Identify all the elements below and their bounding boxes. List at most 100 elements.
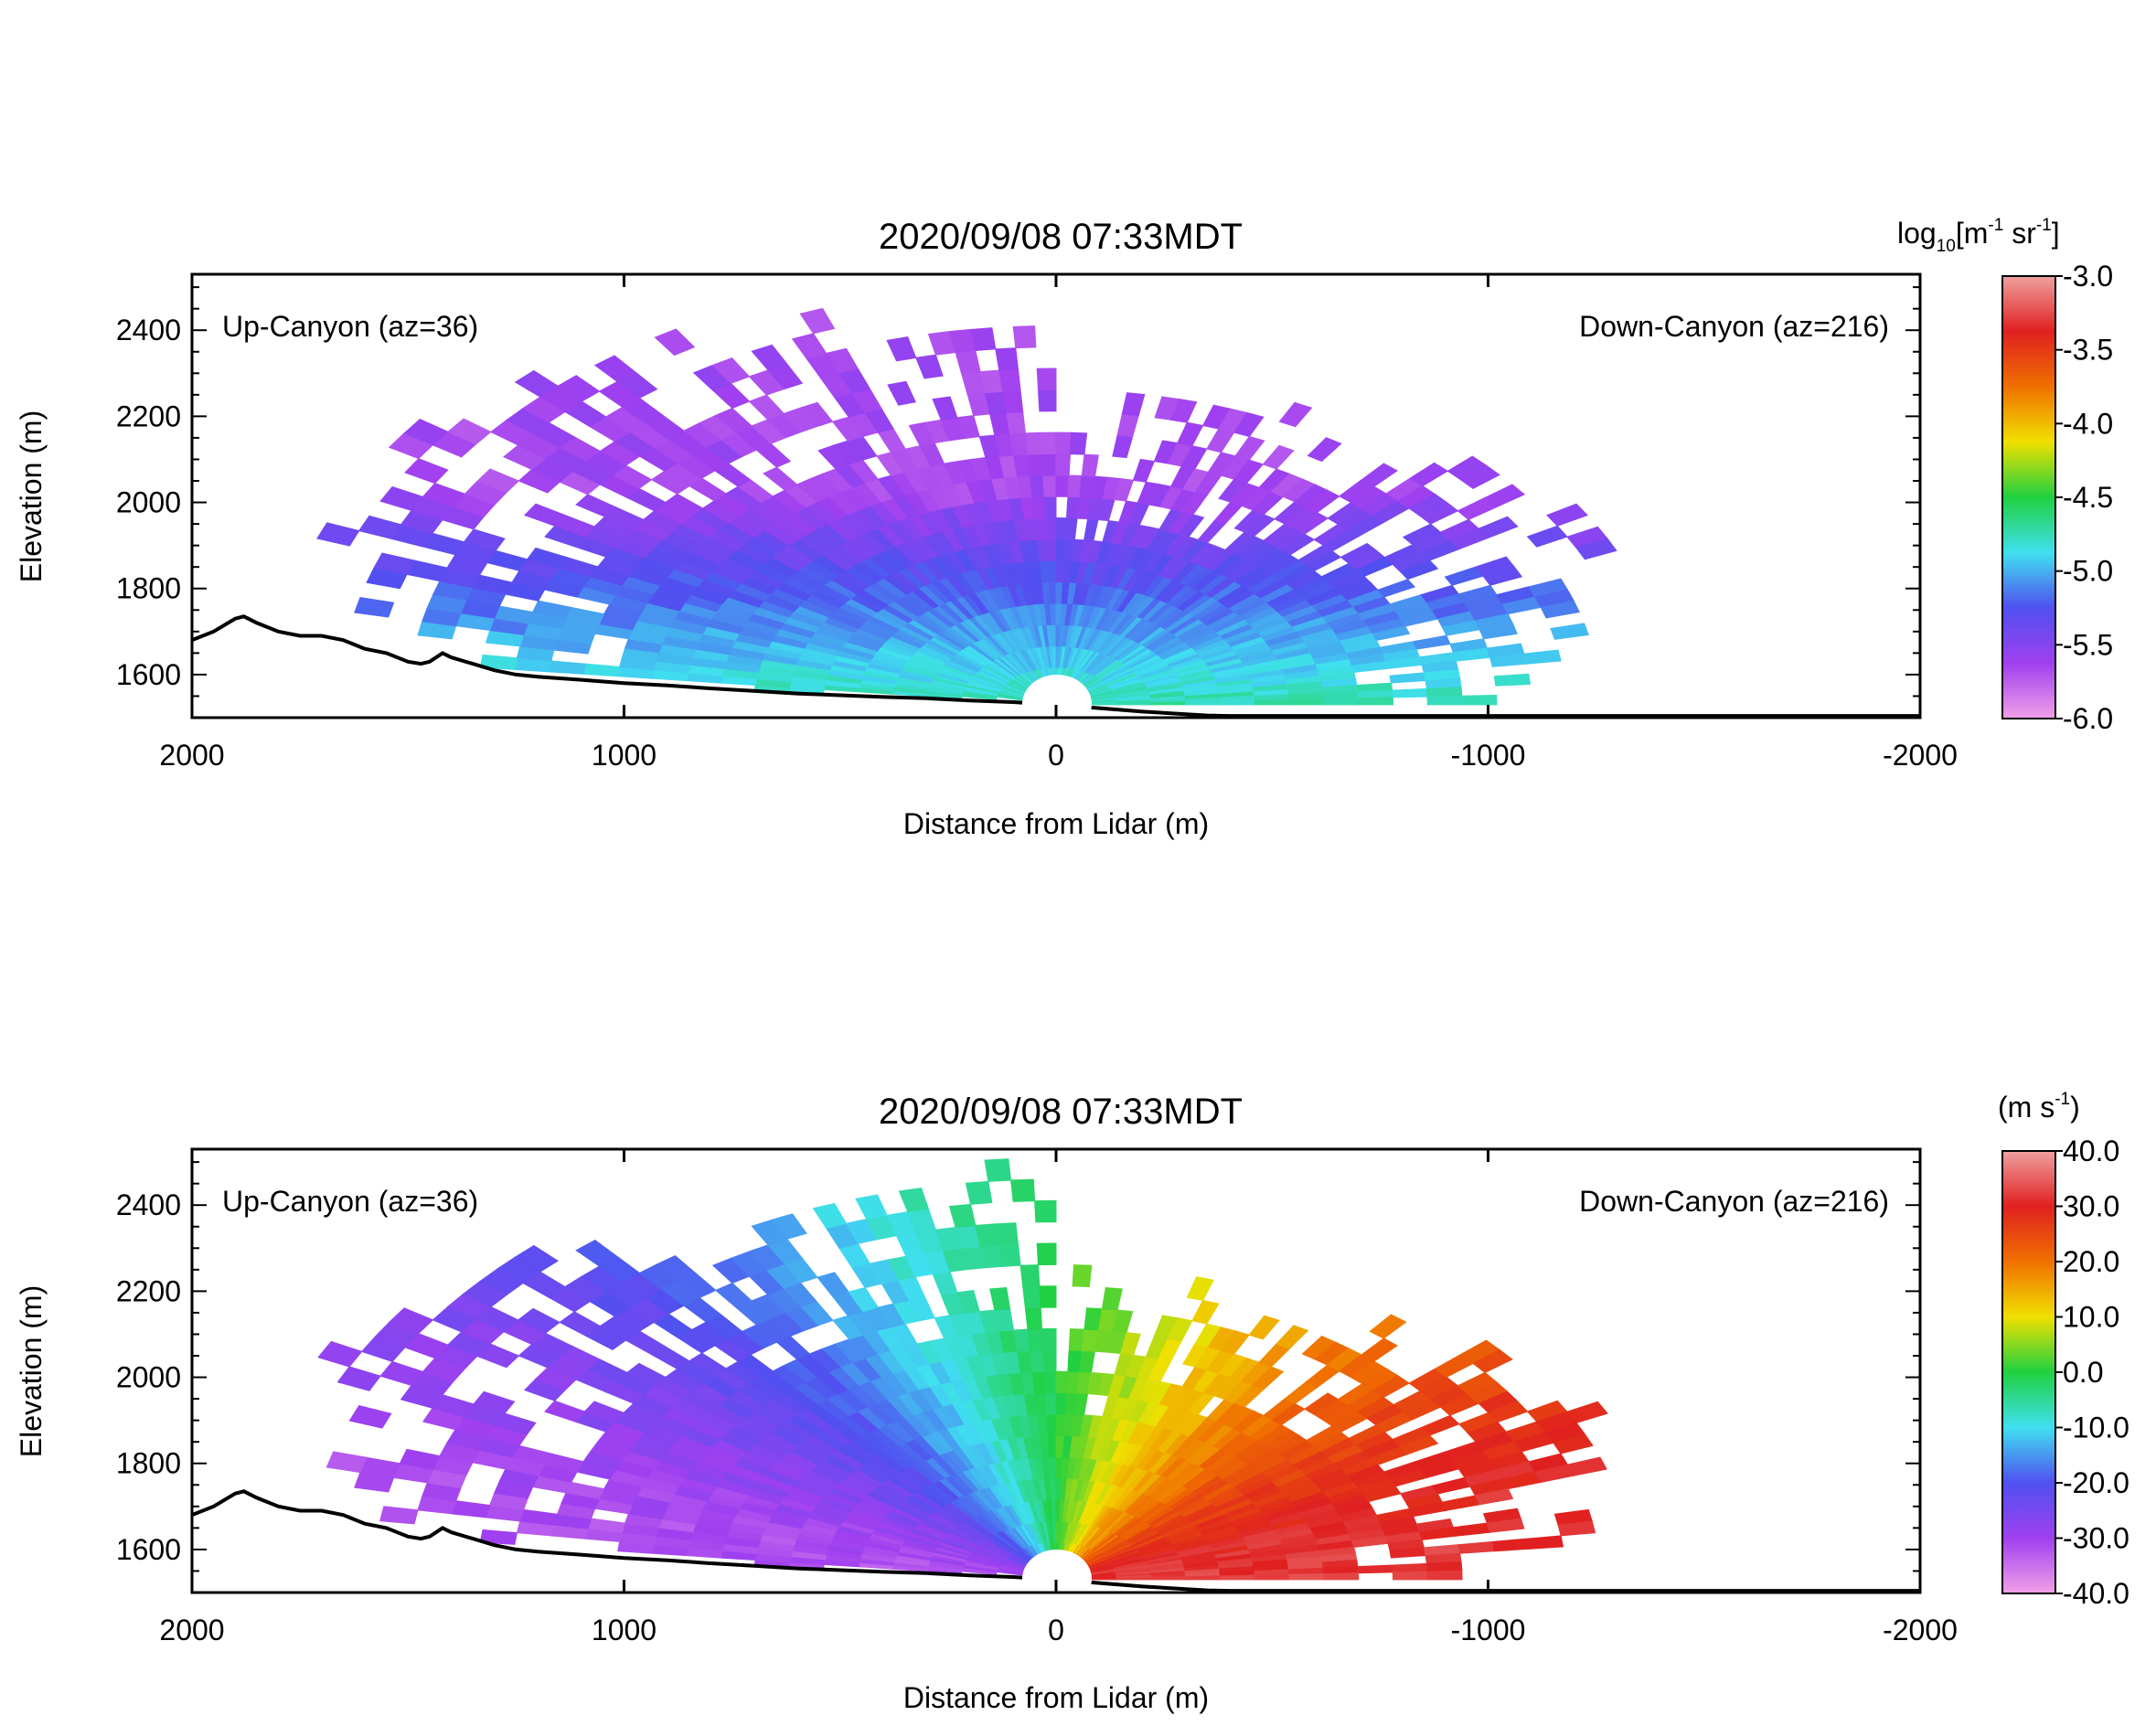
field-cell (1357, 1564, 1393, 1574)
field-cell (316, 522, 360, 547)
field-cell (1051, 1498, 1057, 1522)
field-cell (1043, 495, 1057, 519)
colorbar-body (2001, 1150, 2056, 1594)
field-cell (1112, 434, 1134, 459)
y-tick-label: 2000 (116, 1361, 181, 1394)
y-tick-label: 1600 (116, 1533, 181, 1566)
field-cell (748, 394, 785, 421)
x-tick-label: -1000 (1451, 1614, 1526, 1646)
y-tick-label: 2200 (116, 1274, 181, 1307)
field-cell (1037, 389, 1057, 412)
field-cell (1055, 517, 1068, 540)
field-cell (1046, 538, 1057, 561)
y-tick-label: 2000 (116, 486, 181, 519)
y-tick-label: 2400 (116, 1188, 181, 1221)
x-tick-label: 1000 (592, 739, 656, 772)
field-cell (654, 328, 696, 357)
lidar-position-marker (1022, 675, 1092, 718)
field-cell (514, 369, 560, 398)
field-cell (1288, 698, 1325, 706)
field-cell (886, 336, 917, 362)
field-cell (1357, 697, 1394, 706)
field-cell (317, 1340, 363, 1368)
lidar-position-marker (1022, 1550, 1092, 1593)
field-cell (1047, 1434, 1057, 1458)
field-cell (1546, 503, 1589, 527)
field-cell (514, 1244, 560, 1273)
field-cell (403, 419, 449, 446)
field-cell (1278, 401, 1313, 428)
field-cell (326, 1451, 368, 1474)
field-cell (1540, 600, 1581, 619)
field-cell (379, 485, 424, 511)
field-cell (399, 1448, 441, 1470)
colorbar-tick-label: -6.0 (2063, 702, 2113, 735)
colorbar-tick-label: -4.0 (2063, 407, 2113, 440)
field-cell (1392, 1562, 1428, 1573)
field-cell (523, 503, 566, 527)
field-cell (1055, 432, 1073, 455)
panel-velocity: 2020/09/08 07:33MDT 2000 1000 0 -1000 -2000 1… (15, 1090, 2129, 1714)
colorbar-tick-label: -5.0 (2063, 555, 2113, 588)
field-cell (1399, 1434, 1439, 1455)
field-cell (1566, 1456, 1607, 1476)
field-cell (1040, 432, 1057, 455)
field-cell (1048, 1456, 1057, 1479)
field-cell (1191, 1299, 1220, 1325)
field-cell (1392, 687, 1428, 698)
field-cell (1150, 1576, 1187, 1581)
y-tick-label: 1800 (116, 572, 181, 605)
field-cell (1083, 518, 1099, 542)
field-cell (1030, 1349, 1045, 1373)
field-cell (1254, 1573, 1290, 1581)
field-cell (1178, 514, 1205, 538)
field-cell (1050, 1477, 1057, 1500)
field-cell (1170, 399, 1198, 423)
field-cell (998, 368, 1021, 392)
field-cell (1031, 1370, 1047, 1394)
colorbar-tick-label: 10.0 (2063, 1301, 2119, 1334)
field-cell (1389, 672, 1426, 684)
field-cell (1010, 1178, 1036, 1202)
field-cell (1219, 699, 1255, 706)
chart-title: 2020/09/08 07:33MDT (879, 217, 1243, 257)
field-cell (1275, 1325, 1309, 1349)
field-cell (1024, 432, 1043, 455)
field-cell (1234, 435, 1265, 461)
field-cell (575, 1240, 619, 1267)
field-cell (1034, 1199, 1057, 1223)
field-cell (1041, 453, 1057, 476)
field-cell (1036, 1242, 1057, 1266)
field-cell (1027, 1328, 1044, 1351)
field-cell (1101, 1286, 1123, 1311)
annotation-up-canyon: Up-Canyon (az=36) (222, 1185, 478, 1218)
field-cell (548, 660, 586, 675)
field-cell (1197, 520, 1226, 544)
velocity-field (317, 1158, 1608, 1581)
field-cell (948, 1203, 977, 1229)
field-cell (1115, 702, 1152, 706)
field-cell (1361, 463, 1399, 487)
field-cell (1288, 1573, 1325, 1581)
field-cell (969, 327, 997, 352)
field-cell (583, 1401, 625, 1423)
colorbar-tick-label: 20.0 (2063, 1245, 2119, 1278)
field-cell (1484, 484, 1526, 508)
field-cell (915, 354, 944, 379)
field-cell (1474, 1488, 1514, 1506)
field-cell (955, 349, 981, 375)
field-cell (989, 1286, 1011, 1311)
field-cell (1055, 453, 1072, 476)
field-cell (1412, 634, 1451, 650)
field-cell (1392, 1571, 1428, 1581)
field-cell (1064, 517, 1078, 540)
field-cell (995, 347, 1019, 371)
colorbar-body (2001, 275, 2056, 719)
field-cell (1233, 411, 1265, 438)
chart-title: 2020/09/08 07:33MDT (879, 1092, 1243, 1132)
y-tick-label: 2400 (116, 314, 181, 346)
field-cell (998, 1243, 1021, 1267)
field-cell (1452, 1522, 1491, 1537)
field-cell (751, 344, 788, 371)
